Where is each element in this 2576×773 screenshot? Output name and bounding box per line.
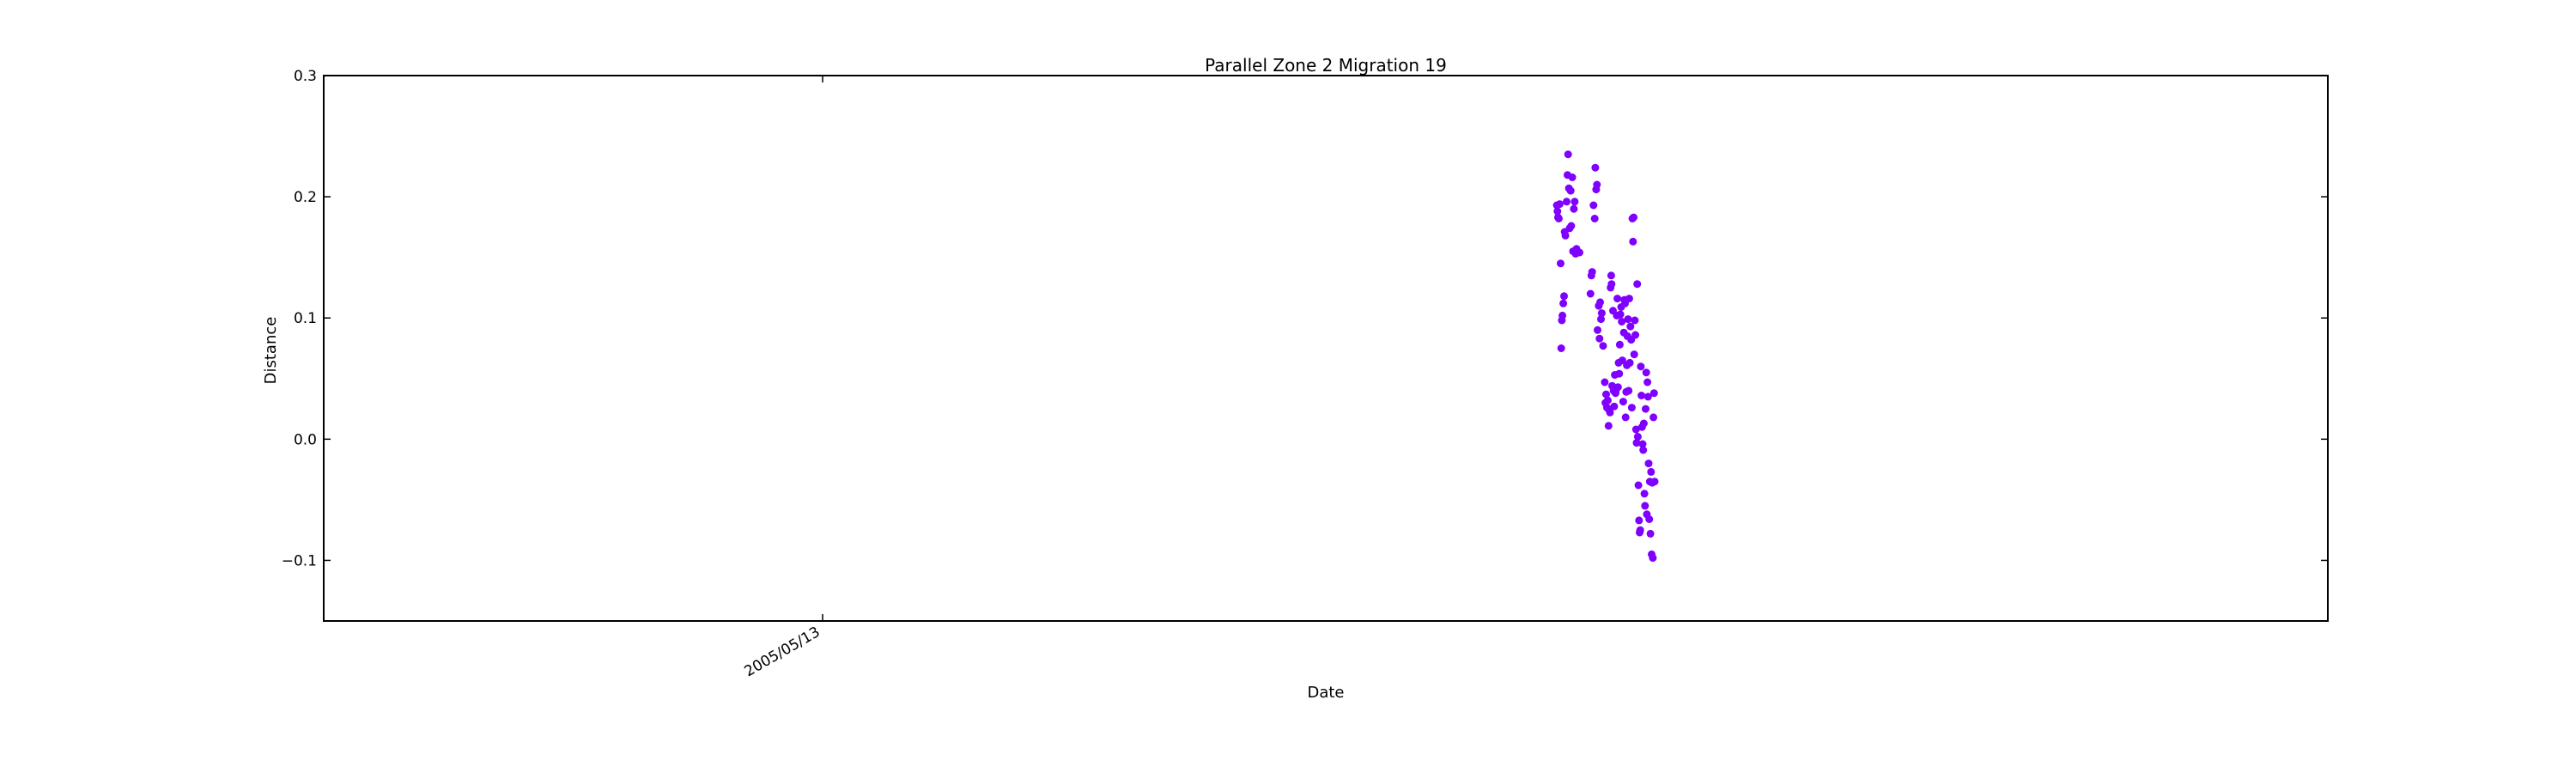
plot-frame [323, 75, 2329, 622]
data-point [1644, 460, 1653, 468]
y-tick-label: 0.3 [294, 68, 317, 85]
data-point [1597, 309, 1606, 318]
data-point [1631, 316, 1639, 325]
data-point [1558, 311, 1567, 320]
data-point [1630, 213, 1637, 222]
data-point [1625, 295, 1633, 303]
data-point [1557, 344, 1565, 352]
data-point [1564, 150, 1572, 159]
data-point [1626, 322, 1635, 331]
data-point [1649, 554, 1657, 563]
x-tick-label: 2005/05/13 [742, 624, 823, 680]
data-point [1588, 268, 1596, 277]
data-point [1596, 298, 1604, 307]
y-tick-label: 0.1 [294, 310, 317, 327]
data-point [1646, 529, 1655, 538]
data-point [1604, 422, 1613, 430]
data-point [1637, 392, 1646, 399]
data-point [1650, 478, 1659, 486]
axis-ticks: −0.1 0.0 0.1 0.2 0.3 2005/05/13 [282, 68, 2328, 680]
data-point [1559, 299, 1568, 307]
data-point [1632, 439, 1641, 447]
y-axis-label: Distance [262, 317, 280, 385]
data-point [1639, 419, 1648, 428]
data-point [1624, 315, 1632, 324]
data-point [1635, 516, 1643, 525]
data-point [1597, 315, 1605, 324]
data-point [1593, 180, 1601, 189]
data-point [1615, 369, 1624, 378]
data-point [1607, 280, 1616, 289]
y-tick-label: 0.2 [294, 189, 317, 206]
y-tick-label: −0.1 [282, 552, 317, 569]
data-point [1649, 413, 1658, 422]
data-point [1645, 515, 1654, 523]
data-point [1621, 413, 1630, 422]
data-point [1606, 408, 1614, 417]
data-point [1586, 289, 1595, 298]
data-point [1560, 292, 1568, 301]
data-point [1603, 396, 1612, 405]
data-point [1642, 405, 1649, 413]
data-point [1636, 526, 1644, 534]
data-point [1641, 502, 1649, 510]
data-point [1647, 467, 1656, 476]
data-point [1625, 358, 1634, 367]
data-point [1589, 201, 1598, 210]
data-point [1649, 389, 1658, 398]
data-point [1576, 248, 1583, 257]
data-point [1631, 331, 1640, 339]
data-point [1613, 295, 1622, 303]
data-point [1643, 378, 1652, 386]
data-point [1629, 237, 1637, 246]
data-point [1553, 207, 1562, 216]
data-point [1602, 390, 1610, 399]
data-point [1599, 342, 1607, 350]
data-point [1571, 198, 1579, 206]
chart-title: Parallel Zone 2 Migration 19 [1205, 55, 1447, 76]
data-point [1627, 404, 1636, 412]
data-point [1595, 334, 1604, 343]
data-point [1554, 215, 1563, 222]
data-point [1557, 259, 1564, 268]
data-point [1567, 222, 1576, 230]
data-point [1591, 163, 1600, 172]
data-point [1639, 446, 1648, 454]
data-point [1601, 378, 1609, 386]
data-point [1613, 383, 1622, 392]
data-point [1643, 393, 1652, 401]
data-point [1563, 198, 1571, 206]
data-point [1561, 231, 1570, 240]
data-point [1637, 362, 1645, 371]
data-point [1625, 386, 1633, 395]
data-point [1610, 402, 1619, 411]
data-point [1619, 398, 1627, 406]
data-point [1570, 204, 1578, 213]
data-point [1566, 186, 1575, 195]
data-point [1616, 310, 1625, 319]
data-point [1618, 356, 1626, 365]
data-points [1552, 150, 1659, 563]
data-point [1607, 271, 1615, 280]
data-point [1638, 440, 1647, 448]
y-tick-label: 0.0 [294, 431, 317, 448]
data-point [1594, 326, 1601, 334]
data-point [1640, 490, 1649, 498]
data-point [1590, 215, 1599, 222]
data-point [1555, 200, 1564, 209]
data-point [1634, 481, 1643, 490]
data-point [1633, 280, 1642, 289]
data-point [1615, 340, 1624, 349]
data-point [1631, 425, 1640, 434]
data-point [1630, 350, 1638, 359]
data-point [1618, 318, 1626, 326]
x-axis-label: Date [1307, 684, 1344, 702]
data-point [1642, 368, 1650, 377]
data-point [1568, 173, 1577, 181]
data-point [1633, 433, 1642, 441]
